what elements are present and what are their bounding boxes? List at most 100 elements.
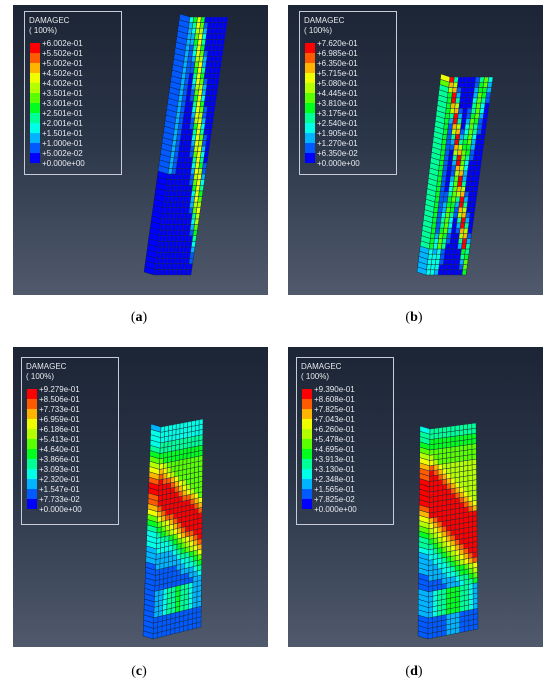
- legend-title: DAMAGEC: [29, 16, 70, 25]
- legend-swatch: [30, 113, 40, 123]
- legend-value: +0.000e+00: [39, 505, 82, 514]
- legend-value: +4.640e-01: [39, 445, 80, 454]
- legend-d: DAMAGEC( 100%) +9.390e-01 +8.608e-01 +7.825…: [296, 357, 394, 525]
- legend-value: +5.002e-01: [42, 59, 83, 68]
- legend-title: DAMAGEC: [26, 362, 67, 371]
- legend-value: +5.478e-01: [314, 435, 355, 444]
- damage-model-b: [416, 73, 494, 276]
- legend-value: +5.502e-01: [42, 49, 83, 58]
- legend-value: +9.279e-01: [39, 385, 80, 394]
- legend-swatch: [30, 43, 40, 53]
- legend-swatch: [302, 449, 312, 459]
- caption-label-d: d: [410, 664, 418, 679]
- legend-swatch: [302, 389, 312, 399]
- legend-swatch: [27, 389, 37, 399]
- legend-swatch: [27, 419, 37, 429]
- caption-label-c: c: [135, 664, 143, 679]
- legend-value: +7.733e-02: [39, 495, 80, 504]
- legend-value: +0.000e+00: [42, 159, 85, 168]
- legend-value: +7.733e-01: [39, 405, 80, 414]
- legend-value: +9.390e-01: [314, 385, 355, 394]
- legend-value: +7.825e-01: [314, 405, 355, 414]
- legend-swatch: [302, 479, 312, 489]
- legend-value: +4.002e-01: [42, 79, 83, 88]
- legend-value: +2.540e-01: [317, 119, 358, 128]
- legend-swatch: [302, 399, 312, 409]
- legend-value: +4.445e-01: [317, 89, 358, 98]
- legend-value: +6.350e-01: [317, 59, 358, 68]
- legend-value: +1.565e-01: [314, 485, 355, 494]
- legend-swatch: [27, 489, 37, 499]
- legend-swatch: [30, 123, 40, 133]
- legend-swatch: [305, 63, 315, 73]
- legend-value: +3.913e-01: [314, 455, 355, 464]
- legend-value: +4.502e-01: [42, 69, 83, 78]
- legend-value: +7.825e-02: [314, 495, 355, 504]
- legend-subtitle: ( 100%): [26, 372, 55, 381]
- damage-model-d: [417, 422, 479, 640]
- legend-value: +6.985e-01: [317, 49, 358, 58]
- legend-value: +2.320e-01: [39, 475, 80, 484]
- contour-plot-d: DAMAGEC( 100%) +9.390e-01 +8.608e-01 +7.825…: [288, 347, 543, 647]
- contour-plot-c: DAMAGEC( 100%) +9.279e-01 +8.506e-01 +7.733…: [13, 347, 268, 647]
- legend-value: +2.001e-01: [42, 119, 83, 128]
- legend-value: +3.130e-01: [314, 465, 355, 474]
- legend-swatch: [30, 153, 40, 163]
- legend-value: +3.501e-01: [42, 89, 83, 98]
- legend-value: +1.905e-01: [317, 129, 358, 138]
- contour-plot-a: DAMAGEC( 100%) +6.002e-01 +5.502e-01 +5.002…: [13, 5, 268, 295]
- legend-swatch: [27, 399, 37, 409]
- legend-value: +3.866e-01: [39, 455, 80, 464]
- legend-swatch: [305, 83, 315, 93]
- legend-value: +5.715e-01: [317, 69, 358, 78]
- legend-value: +1.501e-01: [42, 129, 83, 138]
- legend-value: +6.350e-02: [317, 149, 358, 158]
- legend-value: +6.260e-01: [314, 425, 355, 434]
- legend-swatch: [305, 73, 315, 83]
- legend-swatch: [305, 153, 315, 163]
- legend-swatch: [305, 113, 315, 123]
- damage-model-c: [142, 418, 204, 640]
- legend-swatch: [302, 499, 312, 509]
- legend-swatch: [27, 459, 37, 469]
- legend-value: +3.175e-01: [317, 109, 358, 118]
- legend-swatch: [302, 439, 312, 449]
- legend-a: DAMAGEC( 100%) +6.002e-01 +5.502e-01 +5.002…: [24, 11, 122, 175]
- legend-value: +3.810e-01: [317, 99, 358, 108]
- legend-value: +7.620e-01: [317, 39, 358, 48]
- legend-swatch: [27, 449, 37, 459]
- legend-swatch: [305, 143, 315, 153]
- legend-swatch: [27, 409, 37, 419]
- legend-swatch: [302, 409, 312, 419]
- legend-value: +1.270e-01: [317, 139, 358, 148]
- legend-swatch: [305, 53, 315, 63]
- legend-swatch: [30, 103, 40, 113]
- legend-swatch: [305, 123, 315, 133]
- legend-subtitle: ( 100%): [304, 26, 333, 35]
- legend-value: +3.093e-01: [39, 465, 80, 474]
- legend-title: DAMAGEC: [301, 362, 342, 371]
- caption-label-a: a: [135, 310, 143, 325]
- caption-b: (b): [405, 310, 423, 325]
- legend-value: +3.001e-01: [42, 99, 83, 108]
- legend-value: +5.002e-02: [42, 149, 83, 158]
- legend-title: DAMAGEC: [304, 16, 345, 25]
- legend-c: DAMAGEC( 100%) +9.279e-01 +8.506e-01 +7.733…: [21, 357, 119, 525]
- legend-value: +8.506e-01: [39, 395, 80, 404]
- caption-label-b: b: [410, 310, 418, 325]
- legend-swatch: [302, 459, 312, 469]
- legend-b: DAMAGEC( 100%) +7.620e-01 +6.985e-01 +6.350…: [299, 11, 397, 175]
- legend-value: +6.959e-01: [39, 415, 80, 424]
- legend-swatch: [305, 133, 315, 143]
- legend-swatch: [27, 499, 37, 509]
- legend-value: +7.043e-01: [314, 415, 355, 424]
- legend-swatch: [302, 489, 312, 499]
- legend-swatch: [302, 419, 312, 429]
- legend-value: +4.695e-01: [314, 445, 355, 454]
- legend-swatch: [30, 143, 40, 153]
- legend-value: +1.000e-01: [42, 139, 83, 148]
- legend-swatch: [30, 53, 40, 63]
- legend-swatch: [305, 93, 315, 103]
- legend-swatch: [27, 439, 37, 449]
- legend-value: +0.000e+00: [317, 159, 360, 168]
